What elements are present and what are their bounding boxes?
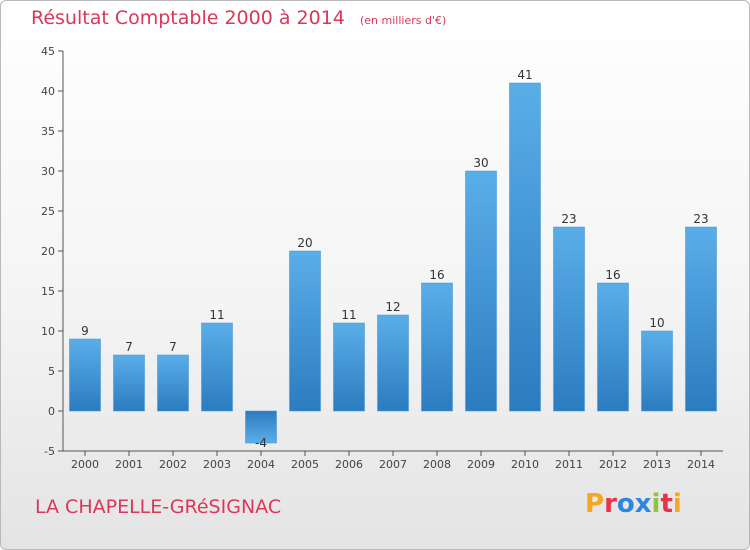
bar-value-label: 30	[473, 156, 488, 170]
x-tick-label: 2007	[379, 458, 407, 471]
x-tick-label: 2004	[247, 458, 275, 471]
y-tick-label: 0	[48, 405, 55, 418]
x-tick-label: 2001	[115, 458, 143, 471]
bar-value-label: 16	[605, 268, 620, 282]
y-tick-label: 10	[41, 325, 55, 338]
bar-value-label: 7	[125, 340, 133, 354]
bar	[333, 322, 365, 412]
chart-title-text: Résultat Comptable 2000 à 2014	[31, 7, 345, 29]
bar-value-label: 20	[297, 236, 312, 250]
x-tick-label: 2013	[643, 458, 671, 471]
chart-unit: (en milliers d'€)	[359, 14, 447, 27]
y-tick-label: 25	[41, 205, 55, 218]
bar-value-label: 7	[169, 340, 177, 354]
brand-letter: r	[604, 489, 617, 519]
x-tick-label: 2003	[203, 458, 231, 471]
chart-title: Résultat Comptable 2000 à 2014 (en milli…	[31, 7, 446, 29]
y-tick-label: 35	[41, 125, 55, 138]
y-tick-label: 20	[41, 245, 55, 258]
bar	[245, 410, 277, 444]
bar	[641, 330, 673, 412]
x-tick-label: 2002	[159, 458, 187, 471]
x-tick-label: 2000	[71, 458, 99, 471]
y-tick-label: 30	[41, 165, 55, 178]
y-tick-label: 5	[48, 365, 55, 378]
brand-letter: P	[585, 489, 605, 519]
brand-letter: x	[634, 489, 652, 519]
x-tick-label: 2011	[555, 458, 583, 471]
bar	[69, 338, 101, 412]
y-tick-label: 45	[41, 45, 55, 58]
brand-letter: t	[660, 489, 673, 519]
x-tick-label: 2008	[423, 458, 451, 471]
bar	[113, 354, 145, 412]
bar	[465, 170, 497, 412]
bar	[201, 322, 233, 412]
bar	[157, 354, 189, 412]
bar	[377, 314, 409, 412]
bar-value-label: 10	[649, 316, 664, 330]
bar-value-label: 12	[385, 300, 400, 314]
y-tick-label: 40	[41, 85, 55, 98]
brand-letter: o	[616, 489, 635, 519]
bar	[421, 282, 453, 412]
bar-value-label: 11	[341, 308, 356, 322]
bar-value-label: 23	[561, 212, 576, 226]
bar-value-label: 16	[429, 268, 444, 282]
x-tick-label: 2010	[511, 458, 539, 471]
chart-bars	[69, 82, 717, 444]
y-tick-label: -5	[44, 445, 55, 458]
bar	[289, 250, 321, 412]
bar	[685, 226, 717, 412]
bar-value-label: 23	[693, 212, 708, 226]
x-tick-label: 2005	[291, 458, 319, 471]
chart-axes	[58, 50, 723, 456]
bar-value-label: 11	[209, 308, 224, 322]
commune-name: LA CHAPELLE-GRéSIGNAC	[35, 496, 282, 518]
y-tick-label: 15	[41, 285, 55, 298]
bar	[597, 282, 629, 412]
bar-value-label: 41	[517, 68, 532, 82]
bar-value-label: -4	[255, 436, 267, 450]
brand-letter: i	[672, 489, 682, 519]
x-tick-label: 2012	[599, 458, 627, 471]
proxiti-logo[interactable]: Proxiti	[585, 489, 682, 519]
bar	[553, 226, 585, 412]
bar-value-label: 9	[81, 324, 89, 338]
x-tick-label: 2014	[687, 458, 715, 471]
bar	[509, 82, 541, 412]
x-tick-label: 2009	[467, 458, 495, 471]
brand-letter: i	[651, 489, 661, 519]
x-tick-label: 2006	[335, 458, 363, 471]
chart-labels: -5 0 5 10 15 20 25 30 35 40 45 2000 9 2001 7 2002 7 2003 1…	[41, 45, 715, 471]
